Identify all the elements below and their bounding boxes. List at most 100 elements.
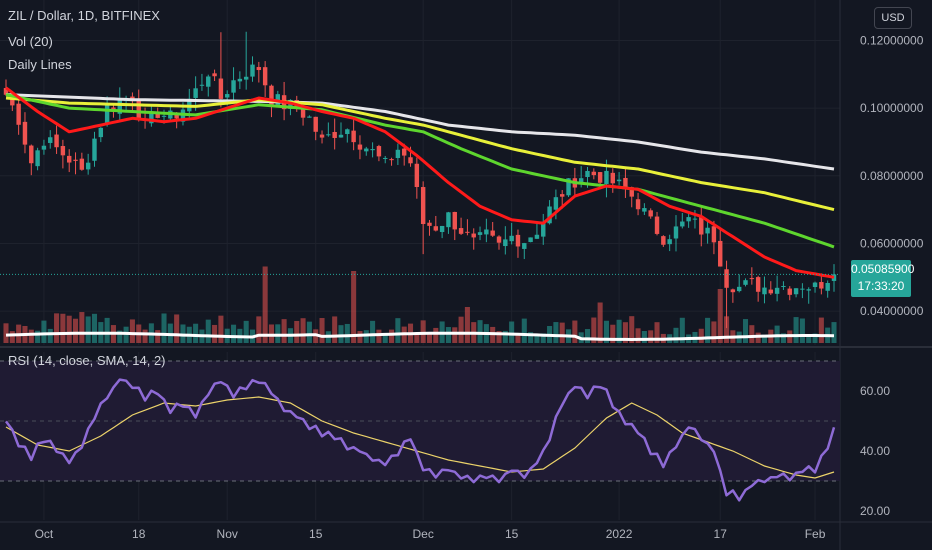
- candle-body: [642, 208, 647, 212]
- candle-body: [560, 194, 565, 197]
- bar-countdown: 17:33:20: [857, 279, 905, 293]
- candle-body: [635, 199, 641, 210]
- pane-separator[interactable]: [0, 346, 932, 523]
- candle-body: [243, 76, 249, 80]
- candle-body: [383, 157, 388, 159]
- time-tick-label: 17: [714, 527, 728, 541]
- volume-bar: [799, 318, 805, 343]
- candle-body: [79, 158, 85, 170]
- candle-body: [225, 94, 230, 98]
- volume-bar: [521, 318, 527, 343]
- candle-body: [736, 286, 742, 292]
- candle-body: [477, 232, 483, 235]
- candle-body: [199, 84, 205, 86]
- candle-body: [629, 187, 634, 197]
- volume-bar: [755, 332, 761, 343]
- volume-bar: [351, 271, 357, 343]
- volume-bar: [54, 313, 60, 343]
- candle-body: [787, 288, 792, 295]
- candle-body: [364, 148, 369, 152]
- volume-bar: [629, 316, 635, 343]
- volume-bar: [319, 318, 325, 343]
- candle-body: [831, 274, 837, 281]
- rsi-legend[interactable]: RSI (14, close, SMA, 14, 2): [8, 353, 166, 368]
- candle-body: [667, 239, 672, 245]
- candle-body: [616, 179, 622, 182]
- volume-bar: [806, 334, 812, 343]
- candle-body: [534, 234, 540, 239]
- volume-bar: [376, 329, 382, 343]
- time-tick-label: Oct: [35, 527, 54, 541]
- candle-body: [465, 231, 470, 233]
- candle-body: [313, 116, 318, 132]
- volume-bar: [818, 317, 824, 343]
- candle-body: [446, 212, 451, 228]
- candle-body: [300, 108, 306, 118]
- candle-body: [389, 159, 394, 161]
- volume-bar: [142, 329, 148, 343]
- volume-bar: [654, 322, 660, 343]
- volume-bar: [553, 322, 559, 343]
- candle-body: [673, 226, 679, 239]
- volume-bar: [414, 333, 420, 343]
- volume-bar: [129, 319, 135, 343]
- volume-bar: [528, 332, 534, 343]
- volume-bar: [218, 315, 224, 343]
- moving-average-line: [5, 86, 835, 279]
- candle-body: [699, 216, 704, 235]
- time-tick-label: 2022: [606, 527, 633, 541]
- moving-averages: [0, 86, 840, 279]
- time-tick-label: Nov: [217, 527, 238, 541]
- candle-body: [231, 80, 236, 93]
- candle-body: [566, 178, 571, 196]
- volume-bar: [79, 312, 85, 343]
- symbol-legend[interactable]: ZIL / Dollar, 1D, BITFINEX: [8, 8, 160, 23]
- candle-body: [345, 129, 350, 135]
- rsi-tick-label: 20.00: [860, 504, 890, 518]
- volume-bar: [231, 324, 237, 343]
- candle-body: [718, 240, 723, 267]
- volume-bar: [711, 321, 717, 343]
- currency-button[interactable]: USD: [874, 7, 912, 29]
- candle-body: [825, 282, 830, 291]
- candle-body: [680, 221, 685, 227]
- volume-bar: [616, 319, 622, 343]
- volume-bar: [155, 330, 161, 343]
- candle-body: [60, 146, 66, 156]
- candle-body: [326, 134, 331, 136]
- volume-bar: [117, 330, 123, 343]
- candle-body: [48, 137, 53, 143]
- volume-bar: [268, 324, 274, 343]
- candle-body: [806, 289, 811, 291]
- candle-body: [174, 113, 179, 119]
- volume-bar: [72, 318, 79, 343]
- price-axis[interactable]: 0.12000000 0.10000000 0.08000000 0.06000000…: [860, 33, 924, 318]
- volume-legend[interactable]: Vol (20): [8, 34, 53, 49]
- volume-bar: [306, 321, 312, 343]
- daily-lines-legend[interactable]: Daily Lines: [8, 57, 72, 72]
- candle-body: [307, 116, 312, 118]
- volume-bar: [243, 320, 249, 343]
- volume-bar: [502, 330, 508, 343]
- candle-body: [376, 146, 382, 157]
- volume-bar: [174, 314, 180, 343]
- candle-body: [509, 235, 514, 242]
- candle-body: [433, 226, 439, 231]
- volume-ma-path: [5, 331, 835, 342]
- moving-average-line: [5, 96, 835, 212]
- candle-body: [755, 277, 761, 292]
- volume-bar: [344, 323, 350, 343]
- volume-bar: [774, 325, 780, 343]
- time-tick-label: 15: [505, 527, 519, 541]
- candle-body: [597, 172, 603, 183]
- volume-bar: [635, 328, 641, 343]
- candle-body: [496, 236, 502, 243]
- volume-ma-line: [5, 331, 835, 342]
- candle-body: [819, 282, 824, 289]
- rsi-axis[interactable]: 60.00 40.00 20.00: [860, 384, 890, 518]
- candle-body: [414, 163, 420, 188]
- time-axis[interactable]: Oct 18 Nov 15 Dec 15 2022 17 Feb: [35, 527, 826, 541]
- candle-body: [54, 134, 59, 148]
- volume-bar: [9, 331, 15, 343]
